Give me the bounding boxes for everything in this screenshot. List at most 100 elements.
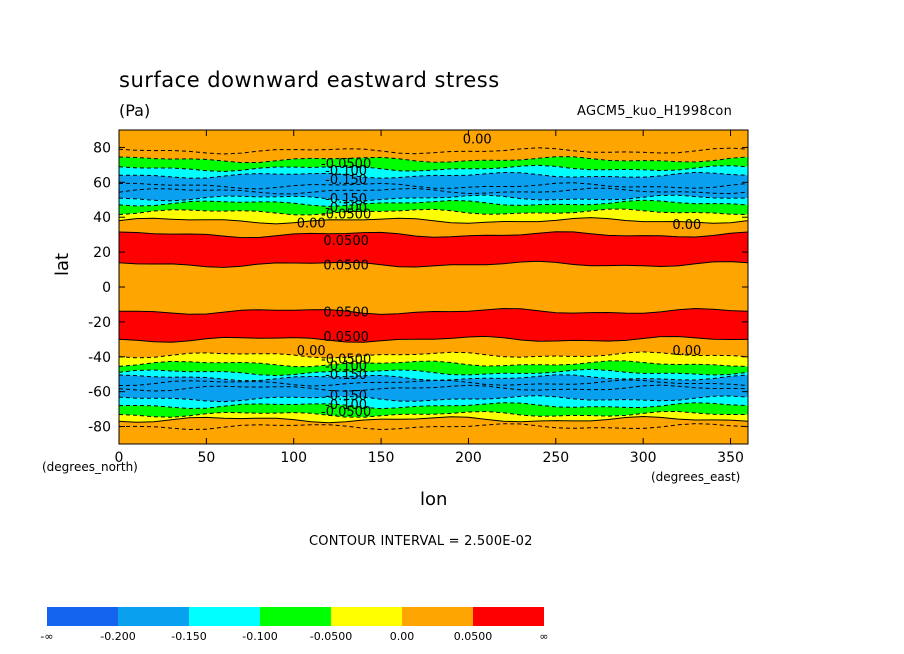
contour-line bbox=[119, 307, 748, 315]
colorbar-label: -0.150 bbox=[171, 630, 206, 643]
x-tick-label: 150 bbox=[368, 450, 395, 466]
x-tick-label: 50 bbox=[197, 450, 215, 466]
contour-line bbox=[119, 351, 748, 359]
contour-line bbox=[119, 384, 748, 392]
y-tick-label: 20 bbox=[93, 245, 111, 261]
contour-band bbox=[119, 308, 748, 343]
x-tick-label: 100 bbox=[280, 450, 307, 466]
y-unit-label: (degrees_north) bbox=[42, 460, 138, 474]
contour-band bbox=[119, 336, 748, 359]
contour-label: -0.150 bbox=[325, 389, 367, 404]
contour-label: -0.0500 bbox=[321, 405, 371, 420]
contour-label: 0.00 bbox=[672, 218, 701, 233]
x-tick-label: 300 bbox=[630, 450, 657, 466]
contour-interval-text: CONTOUR INTERVAL = 2.500E-02 bbox=[309, 534, 533, 549]
x-axis-label: lon bbox=[420, 489, 448, 510]
contour-band bbox=[119, 360, 748, 376]
contour-band bbox=[119, 416, 748, 444]
colorbar-swatch bbox=[402, 607, 473, 626]
contour-label: -0.150 bbox=[325, 368, 367, 383]
y-tick-label: 80 bbox=[93, 140, 111, 156]
y-tick-label: -60 bbox=[88, 385, 111, 401]
contour-band bbox=[119, 165, 748, 179]
colorbar-label: -0.0500 bbox=[310, 630, 352, 643]
contour-label: 0.00 bbox=[297, 216, 326, 231]
contour-line bbox=[119, 208, 748, 216]
contour-label: -0.100 bbox=[325, 398, 367, 413]
contour-line bbox=[119, 410, 748, 418]
contour-label: 0.0500 bbox=[323, 258, 369, 273]
y-tick-label: -80 bbox=[88, 420, 111, 436]
contour-label: 0.0500 bbox=[323, 305, 369, 320]
contour-line bbox=[119, 171, 748, 179]
contour-label: -0.0500 bbox=[321, 353, 371, 368]
contour-line bbox=[119, 217, 748, 225]
chart-title: surface downward eastward stress bbox=[119, 68, 500, 92]
contour-line bbox=[119, 187, 748, 195]
contour-label: -0.150 bbox=[325, 192, 367, 207]
colorbar-label: 0.0500 bbox=[454, 630, 493, 643]
contour-line bbox=[119, 156, 748, 164]
contour-band bbox=[119, 231, 748, 268]
contour-band bbox=[119, 195, 748, 207]
colorbar-label: -0.100 bbox=[242, 630, 277, 643]
contour-band bbox=[119, 217, 748, 238]
contour-band bbox=[119, 156, 748, 172]
contour-label: -0.100 bbox=[325, 201, 367, 216]
contour-band bbox=[119, 374, 748, 402]
contour-line bbox=[119, 402, 748, 410]
contour-line bbox=[119, 199, 748, 207]
colorbar-label: -∞ bbox=[40, 630, 53, 643]
contour-line bbox=[119, 182, 748, 190]
contour-line bbox=[119, 379, 748, 387]
contour-band bbox=[119, 402, 748, 418]
contour-label: 0.00 bbox=[672, 344, 701, 359]
contour-band bbox=[119, 369, 748, 381]
contour-line bbox=[119, 423, 748, 431]
contour-label: -0.100 bbox=[325, 360, 367, 375]
colorbar-swatch bbox=[473, 607, 544, 626]
colorbar-label: ∞ bbox=[539, 630, 548, 643]
contour-band bbox=[119, 209, 748, 224]
contour-label: -0.150 bbox=[325, 173, 367, 188]
colorbar-swatch bbox=[118, 607, 189, 626]
contour-band bbox=[119, 351, 748, 367]
contour-label: 0.0500 bbox=[323, 234, 369, 249]
contour-band bbox=[119, 261, 748, 315]
contour-label: 0.00 bbox=[463, 133, 492, 148]
units-label: (Pa) bbox=[119, 101, 151, 120]
y-tick-label: -40 bbox=[88, 350, 111, 366]
contour-line bbox=[119, 147, 748, 155]
contour-label: -0.100 bbox=[325, 164, 367, 179]
contour-line bbox=[119, 194, 748, 202]
colorbar-label: 0.00 bbox=[390, 630, 415, 643]
contour-line bbox=[119, 260, 748, 268]
contour-label: -0.0500 bbox=[321, 157, 371, 172]
y-tick-label: -20 bbox=[88, 315, 111, 331]
contour-band bbox=[119, 395, 748, 409]
y-tick-label: 0 bbox=[102, 280, 111, 296]
x-tick-label: 0 bbox=[115, 450, 124, 466]
contour-label: 0.00 bbox=[297, 344, 326, 359]
contour-label: 0.0500 bbox=[323, 330, 369, 345]
contour-band bbox=[119, 130, 748, 163]
contour-line bbox=[119, 395, 748, 403]
contour-line bbox=[119, 231, 748, 239]
colorbar-swatch bbox=[47, 607, 118, 626]
contour-band bbox=[119, 200, 748, 215]
x-tick-label: 200 bbox=[455, 450, 482, 466]
contour-line bbox=[119, 415, 748, 424]
colorbar-swatch bbox=[331, 607, 402, 626]
x-tick-label: 350 bbox=[717, 450, 744, 466]
contour-label: -0.0500 bbox=[321, 208, 371, 223]
colorbar-swatch bbox=[189, 607, 260, 626]
x-tick-label: 250 bbox=[542, 450, 569, 466]
x-unit-label: (degrees_east) bbox=[651, 470, 741, 484]
colorbar-label: -0.200 bbox=[100, 630, 135, 643]
colorbar-swatch bbox=[260, 607, 331, 626]
contour-line bbox=[119, 368, 748, 377]
contour-line bbox=[119, 335, 748, 343]
y-tick-label: 60 bbox=[93, 175, 111, 191]
model-label: AGCM5_kuo_H1998con bbox=[577, 104, 733, 119]
